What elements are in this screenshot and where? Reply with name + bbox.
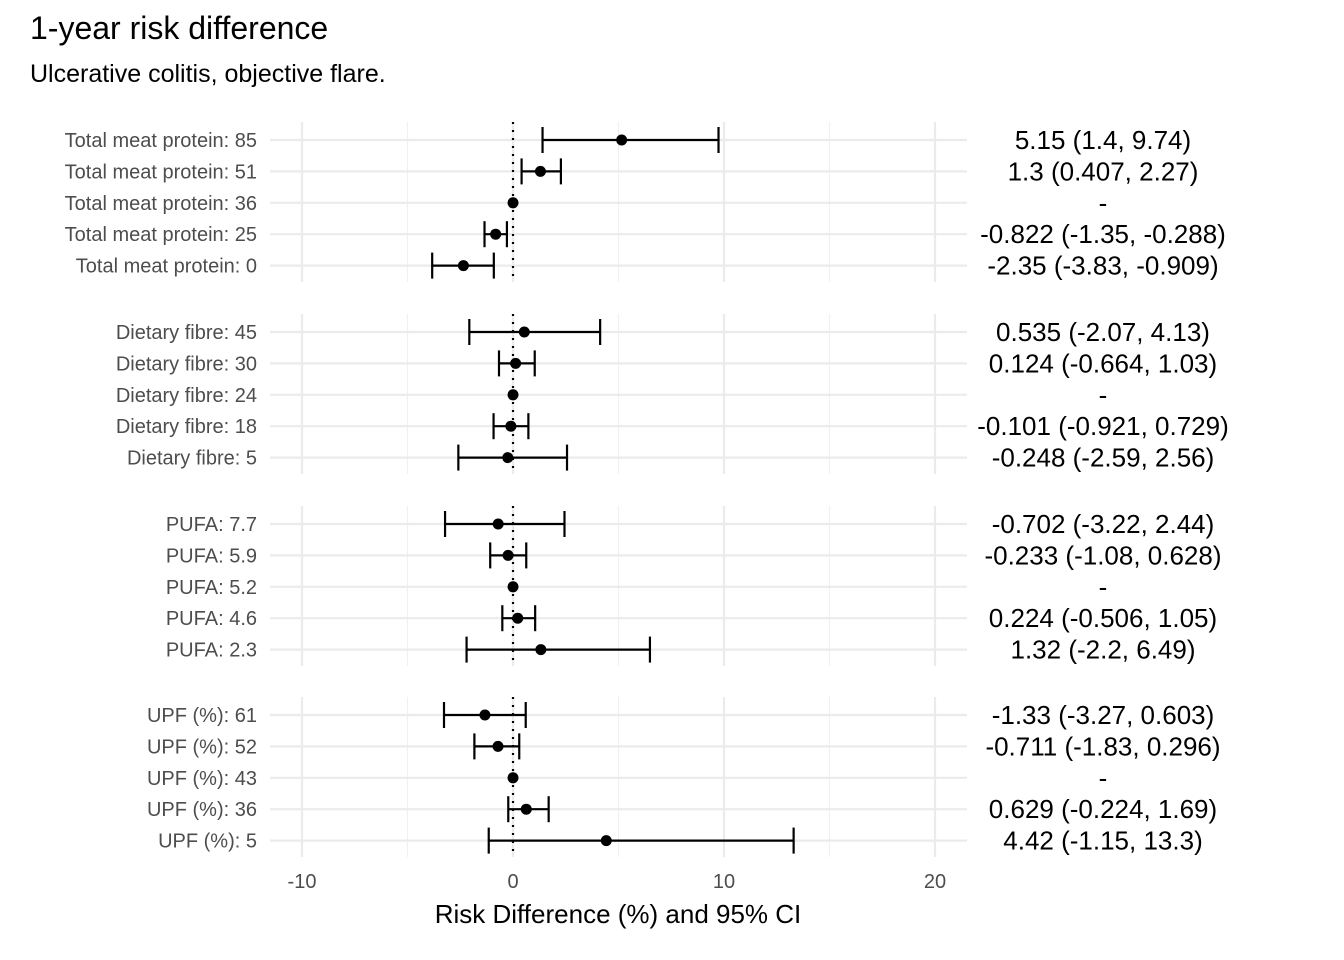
point-estimate <box>600 835 612 847</box>
row-label: Dietary fibre: 24 <box>116 385 257 407</box>
panel: Dietary fibre: 45 Dietary fibre: 30 Dietar… <box>116 314 967 474</box>
row-label: UPF (%): 36 <box>147 799 257 821</box>
panel: UPF (%): 61 UPF (%): 52 UPF (%): 43 UPF (%)… <box>147 697 967 857</box>
estimate-label: -0.101 (-0.921, 0.729) <box>977 411 1229 441</box>
estimate-label: 4.42 (-1.15, 13.3) <box>1003 826 1202 856</box>
x-axis-title: Risk Difference (%) and 95% CI <box>435 899 802 929</box>
row-label: UPF (%): 43 <box>147 768 257 790</box>
row-label: PUFA: 5.2 <box>166 577 257 599</box>
point-estimate <box>492 740 504 752</box>
estimate-label: 0.224 (-0.506, 1.05) <box>989 603 1217 633</box>
row-label: Total meat protein: 85 <box>65 130 257 152</box>
estimate-label: -0.711 (-1.83, 0.296) <box>985 731 1220 761</box>
row-label: Dietary fibre: 45 <box>116 322 257 344</box>
point-estimate <box>490 228 502 240</box>
estimate-label: - <box>1099 763 1108 793</box>
estimate-label: 1.3 (0.407, 2.27) <box>1008 156 1199 186</box>
point-estimate <box>535 644 547 656</box>
row-label: PUFA: 5.9 <box>166 545 257 567</box>
point-estimate <box>502 452 514 464</box>
point-estimate <box>510 357 522 369</box>
point-estimate <box>479 709 491 721</box>
row-label: Dietary fibre: 5 <box>127 448 257 470</box>
panels: Total meat protein: 85 Total meat protein… <box>65 122 967 857</box>
row-label: UPF (%): 52 <box>147 736 257 758</box>
row-label: Total meat protein: 0 <box>76 256 257 278</box>
x-tick-label: 20 <box>924 871 946 893</box>
x-tick-label: 10 <box>713 871 735 893</box>
point-estimate <box>507 581 519 593</box>
point-estimate <box>512 612 524 624</box>
estimate-label: -0.233 (-1.08, 0.628) <box>984 540 1221 570</box>
row-label: PUFA: 4.6 <box>166 608 257 630</box>
point-estimate <box>505 420 517 432</box>
estimate-label: 1.32 (-2.2, 6.49) <box>1011 635 1196 665</box>
chart-title: 1-year risk difference <box>30 10 329 46</box>
row-label: UPF (%): 61 <box>147 705 257 727</box>
panel: Total meat protein: 85 Total meat protein… <box>65 122 967 282</box>
estimate-label: 0.124 (-0.664, 1.03) <box>989 348 1217 378</box>
estimate-label: -0.248 (-2.59, 2.56) <box>992 443 1215 473</box>
point-estimate <box>457 260 469 272</box>
panel: PUFA: 7.7 PUFA: 5.9 PUFA: 5.2 PUFA: 4.6 PUFA… <box>166 506 967 666</box>
estimate-label: - <box>1099 188 1108 218</box>
point-estimate <box>507 772 519 784</box>
row-label: PUFA: 2.3 <box>166 640 257 662</box>
estimate-label: -0.822 (-1.35, -0.288) <box>980 219 1226 249</box>
estimate-label: -1.33 (-3.27, 0.603) <box>992 700 1215 730</box>
point-estimate <box>616 134 628 146</box>
estimate-label: 0.629 (-0.224, 1.69) <box>989 794 1217 824</box>
estimate-label: -0.702 (-3.22, 2.44) <box>992 509 1215 539</box>
x-axis: -10 0 10 20 <box>288 871 947 893</box>
point-estimate <box>502 549 514 561</box>
point-estimate <box>534 165 546 177</box>
point-estimate <box>507 389 519 401</box>
row-label: Dietary fibre: 30 <box>116 353 257 375</box>
point-estimate <box>492 518 504 530</box>
estimate-label: -2.35 (-3.83, -0.909) <box>987 251 1218 281</box>
row-label: Total meat protein: 36 <box>65 193 257 215</box>
point-estimate <box>507 197 519 209</box>
x-tick-label: 0 <box>507 871 518 893</box>
row-label: PUFA: 7.7 <box>166 514 257 536</box>
point-estimate <box>520 803 532 815</box>
estimate-label: - <box>1099 572 1108 602</box>
point-estimate <box>518 326 530 338</box>
estimate-labels: 5.15 (1.4, 9.74)1.3 (0.407, 2.27)--0.822… <box>977 125 1229 856</box>
row-label: Total meat protein: 51 <box>65 161 257 183</box>
estimate-label: 0.535 (-2.07, 4.13) <box>996 317 1210 347</box>
estimate-label: 5.15 (1.4, 9.74) <box>1015 125 1191 155</box>
estimate-label: - <box>1099 380 1108 410</box>
chart-subtitle: Ulcerative colitis, objective flare. <box>30 60 386 88</box>
row-label: Dietary fibre: 18 <box>116 416 257 438</box>
row-label: Total meat protein: 25 <box>65 224 257 246</box>
row-label: UPF (%): 5 <box>158 831 257 853</box>
x-tick-label: -10 <box>288 871 317 893</box>
